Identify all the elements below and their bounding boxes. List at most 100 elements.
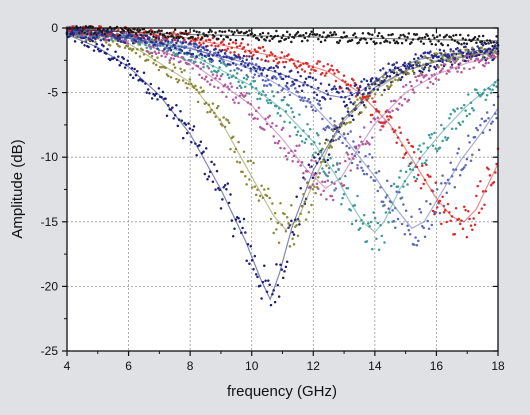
data-point bbox=[385, 40, 389, 43]
data-point bbox=[154, 40, 158, 43]
data-point bbox=[256, 67, 259, 71]
data-point bbox=[310, 203, 313, 207]
data-point bbox=[118, 45, 121, 48]
data-point bbox=[156, 47, 159, 50]
data-point bbox=[411, 38, 415, 41]
data-point bbox=[165, 50, 169, 53]
data-point bbox=[100, 31, 104, 34]
data-point bbox=[281, 98, 285, 102]
data-point bbox=[365, 79, 369, 83]
data-point bbox=[306, 122, 309, 126]
data-point bbox=[308, 127, 312, 131]
data-point bbox=[230, 57, 234, 61]
data-point bbox=[422, 142, 425, 145]
data-point bbox=[360, 218, 363, 222]
data-point bbox=[260, 74, 263, 77]
data-point bbox=[345, 121, 348, 125]
x-tick-label: 16 bbox=[430, 359, 444, 373]
data-point bbox=[412, 243, 416, 247]
data-point bbox=[130, 39, 134, 42]
data-point bbox=[327, 126, 331, 129]
data-point bbox=[453, 61, 457, 64]
data-point bbox=[187, 122, 190, 125]
data-point bbox=[157, 68, 161, 72]
data-point bbox=[154, 92, 158, 96]
data-point bbox=[350, 152, 354, 156]
data-point bbox=[169, 108, 173, 111]
data-point bbox=[180, 70, 184, 74]
data-point bbox=[84, 36, 88, 39]
data-point bbox=[95, 35, 98, 39]
data-point bbox=[465, 42, 469, 46]
data-point bbox=[394, 66, 397, 69]
data-point bbox=[208, 50, 212, 54]
data-point bbox=[283, 270, 286, 273]
data-point bbox=[200, 37, 204, 40]
data-point bbox=[157, 87, 161, 90]
data-point bbox=[456, 47, 459, 50]
data-point bbox=[313, 96, 316, 100]
data-point bbox=[406, 64, 409, 68]
data-point bbox=[276, 112, 280, 115]
data-point bbox=[283, 147, 286, 150]
data-point bbox=[437, 78, 440, 82]
data-point bbox=[469, 51, 473, 55]
data-point bbox=[317, 37, 320, 41]
data-point bbox=[489, 56, 493, 59]
data-point bbox=[164, 97, 167, 100]
data-point bbox=[210, 30, 213, 33]
data-point bbox=[188, 49, 192, 52]
data-point bbox=[388, 211, 392, 214]
data-point bbox=[114, 50, 117, 53]
data-point bbox=[231, 98, 235, 102]
data-point bbox=[431, 34, 435, 37]
data-point bbox=[489, 41, 493, 44]
data-point bbox=[383, 241, 386, 244]
data-point bbox=[80, 36, 84, 40]
data-point bbox=[412, 175, 416, 179]
data-point bbox=[338, 135, 342, 139]
data-point bbox=[446, 44, 450, 47]
data-point bbox=[134, 51, 138, 55]
data-point bbox=[438, 146, 442, 149]
data-point bbox=[299, 186, 302, 190]
data-point bbox=[250, 186, 254, 189]
data-point bbox=[418, 157, 421, 160]
data-point bbox=[88, 38, 92, 41]
data-point bbox=[298, 223, 301, 226]
data-point bbox=[322, 96, 325, 99]
data-point bbox=[453, 57, 457, 61]
data-point bbox=[208, 83, 212, 86]
data-point bbox=[450, 63, 454, 66]
data-point bbox=[246, 101, 250, 104]
data-point bbox=[125, 32, 128, 35]
data-point bbox=[434, 43, 438, 46]
data-point bbox=[315, 182, 319, 185]
data-point bbox=[476, 37, 479, 41]
data-point bbox=[354, 35, 358, 39]
data-point bbox=[202, 62, 205, 66]
data-point bbox=[495, 85, 498, 88]
data-point bbox=[195, 88, 198, 92]
data-point bbox=[94, 37, 97, 41]
data-point bbox=[194, 37, 197, 41]
data-point bbox=[360, 166, 363, 169]
data-point bbox=[176, 80, 180, 84]
data-point bbox=[481, 43, 485, 47]
data-point bbox=[329, 97, 332, 101]
data-point bbox=[123, 46, 127, 50]
data-point bbox=[469, 101, 473, 105]
data-point bbox=[233, 31, 236, 34]
y-axis-label: Amplitude (dB) bbox=[9, 139, 26, 238]
data-point bbox=[253, 33, 257, 37]
data-point bbox=[208, 170, 212, 174]
data-point bbox=[264, 59, 267, 62]
data-point bbox=[292, 36, 296, 39]
data-point bbox=[371, 156, 374, 159]
data-point bbox=[354, 146, 358, 150]
data-point bbox=[231, 235, 235, 238]
data-point bbox=[467, 34, 470, 37]
data-point bbox=[199, 61, 203, 64]
data-point bbox=[376, 116, 380, 120]
data-point bbox=[442, 211, 446, 214]
